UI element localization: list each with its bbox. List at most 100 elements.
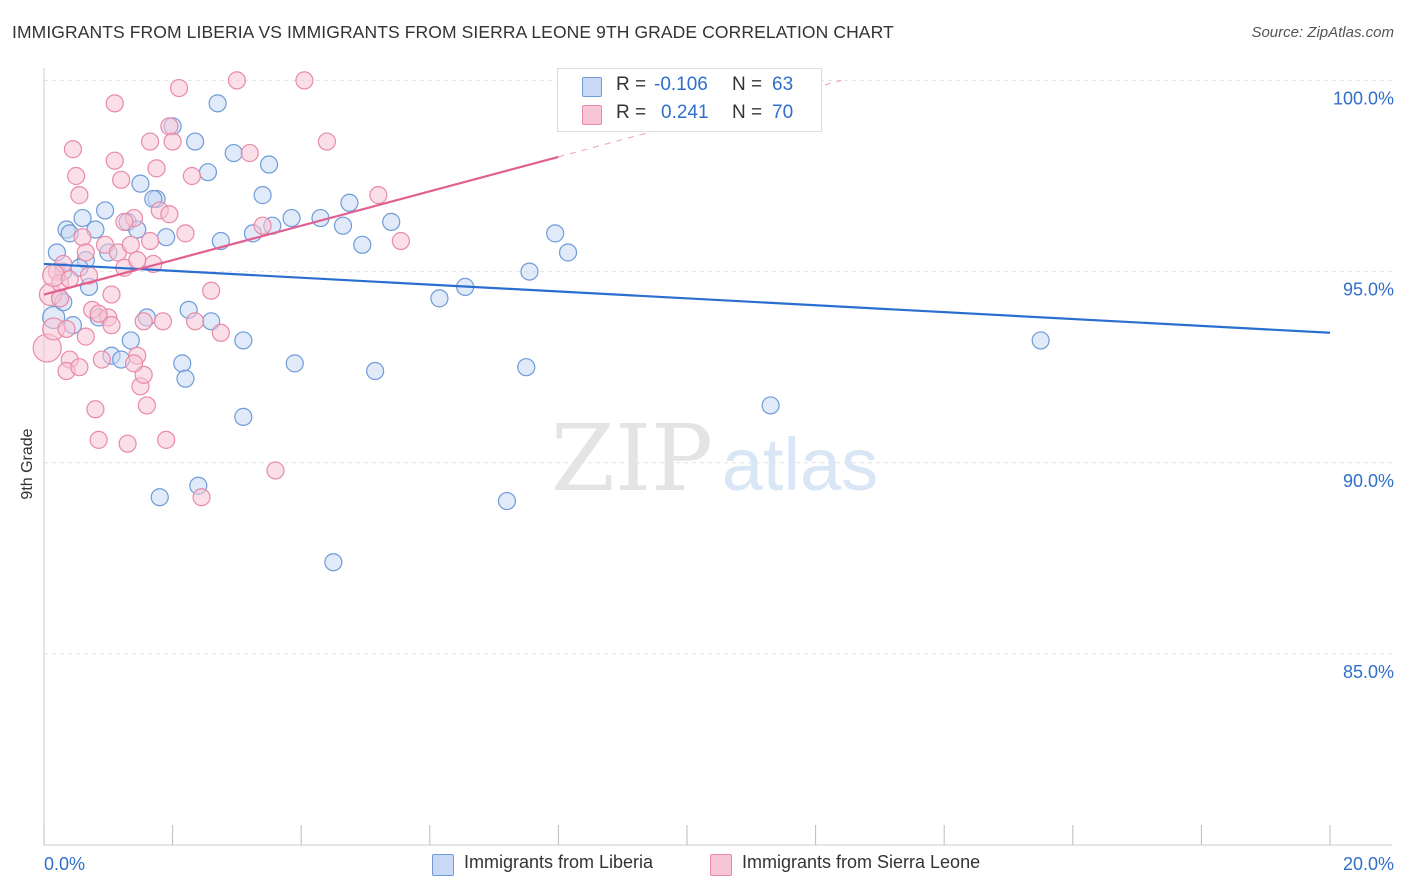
watermark-zip: ZIP	[551, 405, 713, 512]
sierra-leone-point	[121, 235, 140, 254]
sierra-leone-point	[317, 132, 337, 151]
liberia-point	[150, 488, 169, 507]
liberia-point	[282, 208, 301, 228]
liberia-point	[558, 243, 578, 262]
sierra-leone-point	[266, 461, 285, 480]
sierra-leone-point	[70, 358, 89, 377]
legend-r-label: R =	[616, 102, 647, 123]
liberia-point	[340, 193, 359, 212]
sierra-leone-point	[192, 488, 211, 507]
sierra-leone-point	[169, 78, 189, 98]
liberia-point	[546, 224, 565, 243]
liberia-point	[382, 212, 401, 231]
legend-r-label: R =	[616, 74, 647, 95]
y-axis-label: 9th Grade	[19, 428, 36, 500]
liberia-point	[253, 186, 272, 205]
liberia-point	[198, 163, 218, 182]
tick-labels: 85.0% 90.0% 95.0% 100.0% 0.0% 20.0%	[44, 88, 1394, 874]
legend-r-value: 0.241	[661, 102, 709, 123]
sierra-leone-point	[211, 323, 230, 342]
sierra-leone-point	[102, 316, 121, 335]
sierra-leone-point	[295, 71, 314, 90]
sierra-leone-point	[92, 350, 111, 369]
y-tick-label: 100.0%	[1333, 88, 1394, 108]
legend-swatch-blue	[432, 854, 454, 876]
legend-r-value: -0.106	[654, 74, 708, 95]
liberia-point	[761, 396, 780, 415]
sierra-leone-point	[163, 132, 182, 151]
sierra-leone-point	[42, 263, 66, 288]
sierra-leone-point	[89, 430, 108, 449]
liberia-point	[259, 155, 279, 174]
liberia-point	[497, 491, 517, 511]
sierra-leone-point	[76, 243, 95, 262]
sierra-leone-point	[86, 400, 105, 419]
sierra-leone-point	[182, 166, 201, 186]
liberia-point	[430, 289, 449, 308]
sierra-leone-point	[160, 117, 179, 136]
sierra-leone-point	[176, 224, 195, 243]
axes	[43, 68, 1392, 846]
sierra-leone-point	[157, 430, 176, 449]
liberia-point	[73, 208, 92, 228]
liberia-point	[186, 132, 205, 151]
sierra-leone-point	[115, 212, 134, 231]
watermark-atlas: atlas	[722, 423, 878, 506]
sierra-leone-point	[70, 186, 89, 205]
sierra-leone-point	[140, 231, 160, 251]
x-tick-label: 0.0%	[44, 854, 85, 874]
sierra-leone-point	[391, 231, 410, 251]
sierra-leone-point	[67, 166, 86, 186]
liberia-point	[131, 174, 150, 193]
chart-source: Source: ZipAtlas.com	[1251, 24, 1394, 41]
sierra-leone-point	[147, 159, 166, 178]
legend-n-label: N =	[732, 74, 763, 95]
sierra-leone-point	[118, 434, 137, 453]
sierra-leone-point	[63, 140, 83, 159]
sierra-leone-point	[112, 170, 131, 189]
sierra-leone-point	[73, 228, 92, 247]
sierra-leone-point	[105, 151, 124, 170]
y-tick-label: 95.0%	[1343, 280, 1394, 300]
liberia-point	[208, 94, 227, 113]
legend-n-value: 70	[772, 102, 794, 123]
watermark: ZIP atlas	[551, 405, 878, 512]
y-tick-label: 85.0%	[1343, 662, 1394, 682]
sierra-leone-point	[105, 94, 124, 113]
legend-swatch-blue	[582, 77, 602, 97]
legend-n-label: N =	[732, 102, 763, 123]
chart-title: IMMIGRANTS FROM LIBERIA VS IMMIGRANTS FR…	[12, 22, 894, 42]
legend-label-liberia: Immigrants from Liberia	[464, 852, 654, 872]
sierra-leone-point	[202, 281, 221, 300]
sierra-leone-point	[240, 143, 259, 163]
data-points	[32, 71, 1050, 572]
liberia-point	[517, 358, 536, 377]
liberia-point	[520, 262, 539, 281]
liberia-point	[1031, 331, 1050, 350]
liberia-point	[353, 235, 372, 254]
liberia-point	[121, 331, 140, 350]
sierra-leone-point	[124, 354, 144, 373]
legend-swatch-pink	[710, 854, 732, 876]
legend-swatch-pink	[582, 105, 602, 125]
grid-lines	[44, 79, 1392, 655]
liberia-point	[95, 201, 115, 220]
sierra-leone-point	[253, 216, 272, 235]
sierra-leone-trend-line	[43, 155, 559, 296]
legend-n-value: 63	[772, 74, 794, 95]
sierra-leone-point	[186, 312, 205, 331]
sierra-leone-point	[128, 251, 147, 270]
liberia-point	[173, 354, 192, 373]
liberia-trend-line	[43, 262, 1331, 334]
sierra-leone-point	[102, 285, 121, 304]
correlation-legend: R = -0.106 N = 63 R = 0.241 N = 70	[557, 68, 822, 132]
sierra-leone-point	[140, 132, 160, 151]
sierra-leone-point	[227, 71, 246, 90]
sierra-leone-point	[76, 327, 95, 346]
sierra-leone-point	[57, 319, 76, 339]
liberia-point	[224, 143, 243, 163]
liberia-point	[234, 331, 253, 350]
sierra-leone-point	[153, 312, 173, 331]
legend-label-sierra-leone: Immigrants from Sierra Leone	[742, 852, 981, 872]
